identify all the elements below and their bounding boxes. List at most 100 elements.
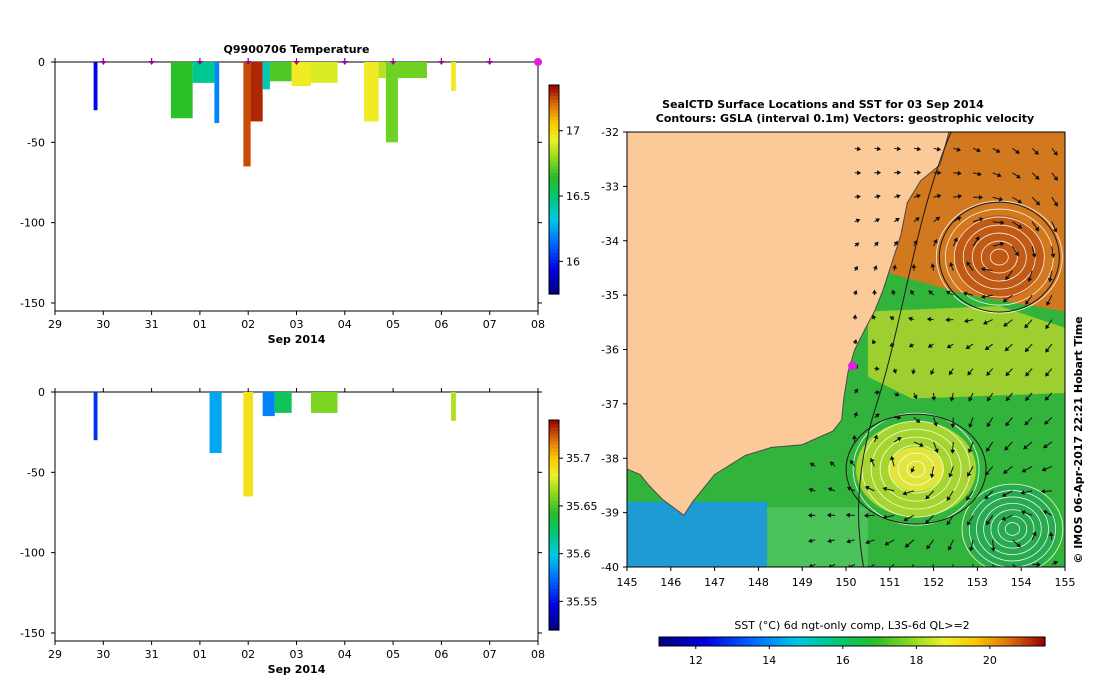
map-title-line-2: Contours: GSLA (interval 0.1m) Vectors: … xyxy=(656,112,1034,125)
colorbar-segment xyxy=(549,147,559,152)
velocity-arrow-head xyxy=(903,516,909,522)
x-tick-label: 08 xyxy=(531,648,545,661)
velocity-arrow-head xyxy=(986,396,992,402)
colorbar-segment xyxy=(549,532,559,537)
velocity-arrow-head xyxy=(968,423,973,428)
velocity-arrow-head xyxy=(983,320,988,325)
profile-column xyxy=(397,62,427,79)
colorbar-segment xyxy=(549,252,559,257)
velocity-arrow-head xyxy=(945,290,951,296)
colorbar-tick-label: 35.55 xyxy=(566,595,598,608)
colorbar-segment xyxy=(549,105,559,110)
colorbar-segment xyxy=(549,119,559,124)
velocity-arrow-head xyxy=(872,289,877,294)
sst-colorbar-segment xyxy=(1025,637,1030,646)
sst-colorbar-segment xyxy=(858,637,863,646)
x-tick-label: 31 xyxy=(145,648,159,661)
velocity-arrow-head xyxy=(1020,490,1025,495)
velocity-arrow-head xyxy=(895,217,900,223)
sst-colorbar-segment xyxy=(752,637,757,646)
sst-colorbar-segment xyxy=(829,637,834,646)
sst-colorbar-segment xyxy=(874,637,879,646)
colorbar-segment xyxy=(549,584,559,589)
cold-water-west xyxy=(627,501,768,567)
profile-column xyxy=(262,62,270,90)
sst-colorbar-segment xyxy=(1038,637,1043,646)
velocity-arrow-head xyxy=(896,194,901,199)
velocity-arrow-head xyxy=(1023,444,1028,450)
velocity-arrow-head xyxy=(1044,420,1049,425)
sst-colorbar-segment xyxy=(938,637,943,646)
sst-colorbar-segment xyxy=(852,637,856,646)
velocity-arrow-head xyxy=(946,343,952,349)
sst-colorbar-segment xyxy=(868,637,872,646)
velocity-arrow-head xyxy=(892,264,897,269)
sst-colorbar-segment xyxy=(704,637,708,646)
sst-colorbar-segment xyxy=(832,637,837,646)
velocity-arrow-head xyxy=(957,194,963,199)
velocity-arrow-head xyxy=(852,339,858,344)
profile-column xyxy=(291,62,311,87)
colorbar-segment xyxy=(549,525,559,530)
colorbar-segment xyxy=(549,165,559,170)
velocity-arrow-head xyxy=(956,147,962,152)
colorbar-segment xyxy=(549,175,559,180)
colorbar-segment xyxy=(549,546,559,551)
gsla-contour xyxy=(852,412,980,526)
colorbar-segment xyxy=(549,238,559,243)
velocity-arrow-head xyxy=(996,172,1002,178)
velocity-arrow-head xyxy=(956,216,962,221)
velocity-arrow-head xyxy=(871,339,877,344)
sst-colorbar-segment xyxy=(971,637,975,646)
y-tick-label: 0 xyxy=(38,56,45,69)
velocity-arrow-head xyxy=(1052,227,1058,233)
sst-colorbar-segment xyxy=(806,637,811,646)
velocity-arrow-head xyxy=(910,468,916,473)
velocity-arrow-head xyxy=(807,538,813,544)
lon-tick-label: 153 xyxy=(967,576,988,589)
sst-colorbar-tick-label: 12 xyxy=(689,654,703,667)
sst-colorbar-segment xyxy=(980,637,985,646)
profile-column xyxy=(192,62,215,83)
velocity-arrow xyxy=(890,563,895,567)
velocity-arrow-head xyxy=(1053,201,1058,207)
velocity-arrow-head xyxy=(845,512,850,518)
colorbar-tick-label: 35.6 xyxy=(566,548,591,561)
sst-colorbar-segment xyxy=(826,637,831,646)
velocity-arrow-head xyxy=(926,316,932,322)
sst-colorbar-segment xyxy=(900,637,905,646)
colorbar-segment xyxy=(549,500,559,505)
velocity-arrow-head xyxy=(864,485,870,491)
sst-colorbar-segment xyxy=(919,637,924,646)
sst-colorbar-segment xyxy=(1003,637,1007,646)
velocity-arrow-head xyxy=(979,217,984,222)
colorbar-segment xyxy=(549,130,559,135)
sst-colorbar-segment xyxy=(726,637,731,646)
colorbar-segment xyxy=(549,98,559,104)
sst-colorbar-segment xyxy=(803,637,808,646)
sst-colorbar-segment xyxy=(877,637,882,646)
seal-location-marker xyxy=(848,361,858,371)
sst-colorbar-segment xyxy=(765,637,769,646)
sst-colorbar-segment xyxy=(697,637,702,646)
velocity-arrow-head xyxy=(949,397,955,402)
colorbar-segment xyxy=(549,186,559,191)
velocity-arrow-head xyxy=(1021,468,1027,473)
sst-colorbar-segment xyxy=(903,637,908,646)
colorbar-segment xyxy=(549,112,559,117)
sst-colorbar-segment xyxy=(935,637,940,646)
colorbar-segment xyxy=(549,535,559,540)
velocity-arrow-head xyxy=(1017,224,1023,229)
velocity-arrow-head xyxy=(986,447,991,452)
velocity-arrow-head xyxy=(1053,176,1058,181)
colorbar-segment xyxy=(549,595,559,600)
profile-marker-head xyxy=(245,61,252,65)
velocity-arrow-head xyxy=(1040,488,1045,494)
colorbar-segment xyxy=(549,556,559,561)
gsla-contour xyxy=(971,232,1027,282)
colorbar-segment xyxy=(549,528,559,533)
lat-tick-label: -32 xyxy=(601,126,619,139)
colorbar-segment xyxy=(549,437,559,442)
y-tick-label: 0 xyxy=(38,386,45,399)
sst-colorbar-segment xyxy=(774,637,779,646)
